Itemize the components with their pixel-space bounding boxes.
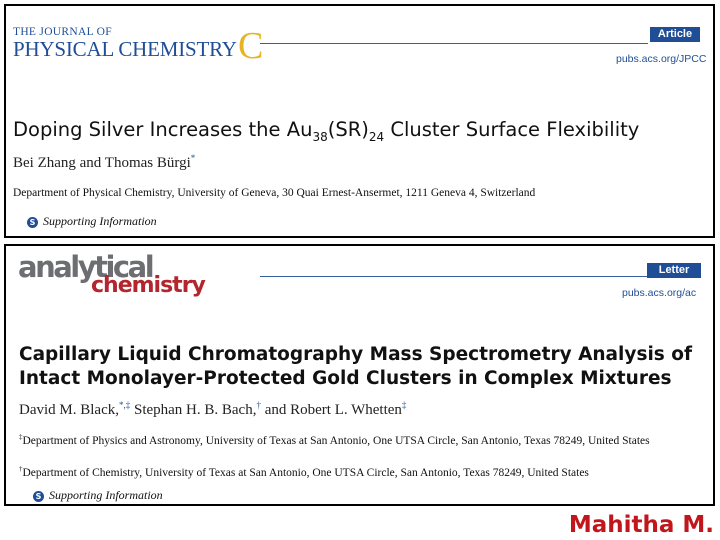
author-name: Stephan H. B. Bach, [130,402,257,418]
title-part: Doping Silver Increases the Au [13,118,313,141]
author-marks: *,‡ [118,400,131,410]
author-list: David M. Black,*,‡ Stephan H. B. Bach,† … [19,400,406,419]
journal-url[interactable]: pubs.acs.org/ac [622,287,697,299]
affiliation-text: Department of Chemistry, University of T… [22,466,589,479]
affiliation-text: Department of Physics and Astronomy, Uni… [22,434,650,447]
supporting-information-link[interactable]: S Supporting Information [27,214,157,229]
affiliation: ‡Department of Physics and Astronomy, Un… [19,430,699,448]
author-marks: † [256,400,261,410]
corresponding-mark: * [190,153,196,163]
title-subscript: 24 [368,129,385,144]
presenter-name: Mahitha M. [568,512,714,538]
article-type-badge: Article [650,27,700,42]
supporting-info-label: Supporting Information [49,488,163,502]
affiliation-mark: † [19,465,23,473]
article-title: Doping Silver Increases the Au38(SR)24 C… [13,118,639,144]
journal-logo-main-line: PHYSICAL CHEMISTRY [13,37,237,61]
supporting-information-link[interactable]: S Supporting Information [33,488,163,503]
header-rule [260,43,648,44]
supporting-info-label: Supporting Information [43,214,157,228]
supporting-info-icon: S [27,217,38,228]
title-part: (SR) [327,118,369,141]
logo-line-chemistry: chemistry [91,273,206,298]
journal-logo-c-letter: C [238,25,264,67]
author-names: Bei Zhang and Thomas Bürgi [13,155,191,171]
header-rule [260,276,647,277]
author-list: Bei Zhang and Thomas Bürgi* [13,153,195,172]
journal-logo-top-line: THE JOURNAL OF [13,26,112,38]
jpcc-article-header: THE JOURNAL OF PHYSICAL CHEMISTRY C Arti… [4,4,715,238]
author-name: David M. Black, [19,402,119,418]
article-title: Capillary Liquid Chromatography Mass Spe… [19,343,692,391]
article-type-badge: Letter [647,263,701,278]
affiliation: Department of Physical Chemistry, Univer… [13,187,536,199]
affiliation: †Department of Chemistry, University of … [19,462,699,480]
author-marks: ‡ [401,400,407,410]
title-subscript: 38 [312,129,328,144]
title-line: Capillary Liquid Chromatography Mass Spe… [19,344,693,365]
title-part: Cluster Surface Flexibility [384,118,640,141]
title-line: Intact Monolayer-Protected Gold Clusters… [19,368,672,389]
anal-chem-letter-header: analytical chemistry Letter pubs.acs.org… [4,244,715,506]
author-name: and Robert L. Whetten [260,402,402,418]
supporting-info-icon: S [33,491,44,502]
journal-url[interactable]: pubs.acs.org/JPCC [616,53,707,65]
affiliation-mark: ‡ [19,433,23,441]
logo-line-analytical: analytical [18,250,155,284]
